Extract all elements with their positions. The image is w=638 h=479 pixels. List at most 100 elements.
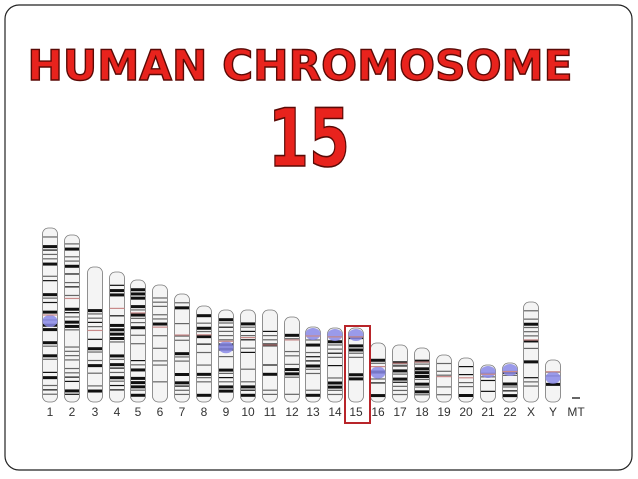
band <box>43 275 57 277</box>
band <box>306 356 320 358</box>
band <box>131 326 145 330</box>
chromosome <box>327 327 343 403</box>
chromosome <box>480 364 496 403</box>
band <box>175 373 189 376</box>
band <box>241 393 255 397</box>
centromere-region <box>502 364 518 376</box>
band <box>110 358 124 360</box>
band <box>349 373 363 377</box>
band <box>306 393 320 397</box>
band <box>546 382 560 386</box>
band <box>285 368 299 372</box>
band <box>175 393 189 396</box>
band <box>88 309 102 313</box>
highlight-box <box>344 325 371 424</box>
band <box>88 359 102 362</box>
band <box>197 372 211 376</box>
band <box>197 393 211 397</box>
chromosome-label: 9 <box>223 405 230 419</box>
band <box>131 322 145 324</box>
band <box>306 343 320 347</box>
band <box>131 305 145 309</box>
band <box>43 376 57 380</box>
chromosome <box>436 354 452 403</box>
band <box>328 377 342 379</box>
band <box>110 341 124 343</box>
band <box>241 389 255 391</box>
band <box>110 289 124 293</box>
band <box>415 386 429 388</box>
chromosome-label: 10 <box>241 405 255 419</box>
slide-title: HUMAN CHROMOSOME <box>28 41 573 90</box>
band <box>110 384 124 387</box>
band <box>219 326 233 328</box>
band <box>43 341 57 345</box>
band <box>65 243 79 245</box>
chromosome-label: 6 <box>157 405 164 419</box>
band <box>285 355 299 357</box>
band <box>285 372 299 376</box>
band <box>197 330 211 333</box>
band <box>153 335 167 337</box>
band <box>481 379 495 382</box>
band <box>524 360 538 364</box>
band <box>371 358 385 362</box>
band <box>131 309 145 311</box>
band <box>110 328 124 332</box>
band <box>43 280 57 282</box>
chromosome <box>458 357 474 403</box>
band <box>241 322 255 326</box>
band <box>110 367 124 369</box>
band <box>219 318 233 322</box>
band <box>131 381 145 385</box>
band <box>110 323 124 327</box>
band <box>65 312 79 314</box>
band <box>65 350 79 352</box>
band <box>110 354 124 358</box>
band <box>241 385 255 389</box>
band <box>65 393 79 395</box>
band <box>175 389 189 391</box>
band <box>197 335 211 339</box>
chromosome-body <box>436 354 452 403</box>
band <box>110 293 124 297</box>
chromosome <box>305 326 321 403</box>
band <box>415 390 429 394</box>
chromosome-label: 19 <box>437 405 451 419</box>
band <box>415 378 429 381</box>
band <box>415 367 429 371</box>
band <box>175 381 189 385</box>
band <box>43 354 57 358</box>
band <box>43 293 57 297</box>
chromosome <box>414 347 430 403</box>
band <box>153 360 167 362</box>
band <box>43 301 57 304</box>
band <box>131 360 145 362</box>
band <box>306 364 320 368</box>
band <box>110 315 124 317</box>
band <box>524 381 538 383</box>
band <box>153 297 167 299</box>
band <box>371 362 385 364</box>
band <box>328 344 342 346</box>
chromosome <box>348 327 364 403</box>
band <box>175 360 189 362</box>
band <box>328 365 342 367</box>
band <box>88 338 102 340</box>
band <box>219 339 233 341</box>
chromosome-label: 3 <box>92 405 99 419</box>
band <box>65 273 79 275</box>
chromosome-label: 1 <box>47 405 54 419</box>
band <box>241 368 255 370</box>
band <box>65 286 79 288</box>
band <box>415 363 429 365</box>
band <box>393 385 407 387</box>
band <box>328 393 342 396</box>
band <box>43 384 57 387</box>
band <box>43 236 57 238</box>
band <box>43 262 57 266</box>
band <box>110 284 124 286</box>
band <box>153 318 167 320</box>
band <box>43 249 57 251</box>
